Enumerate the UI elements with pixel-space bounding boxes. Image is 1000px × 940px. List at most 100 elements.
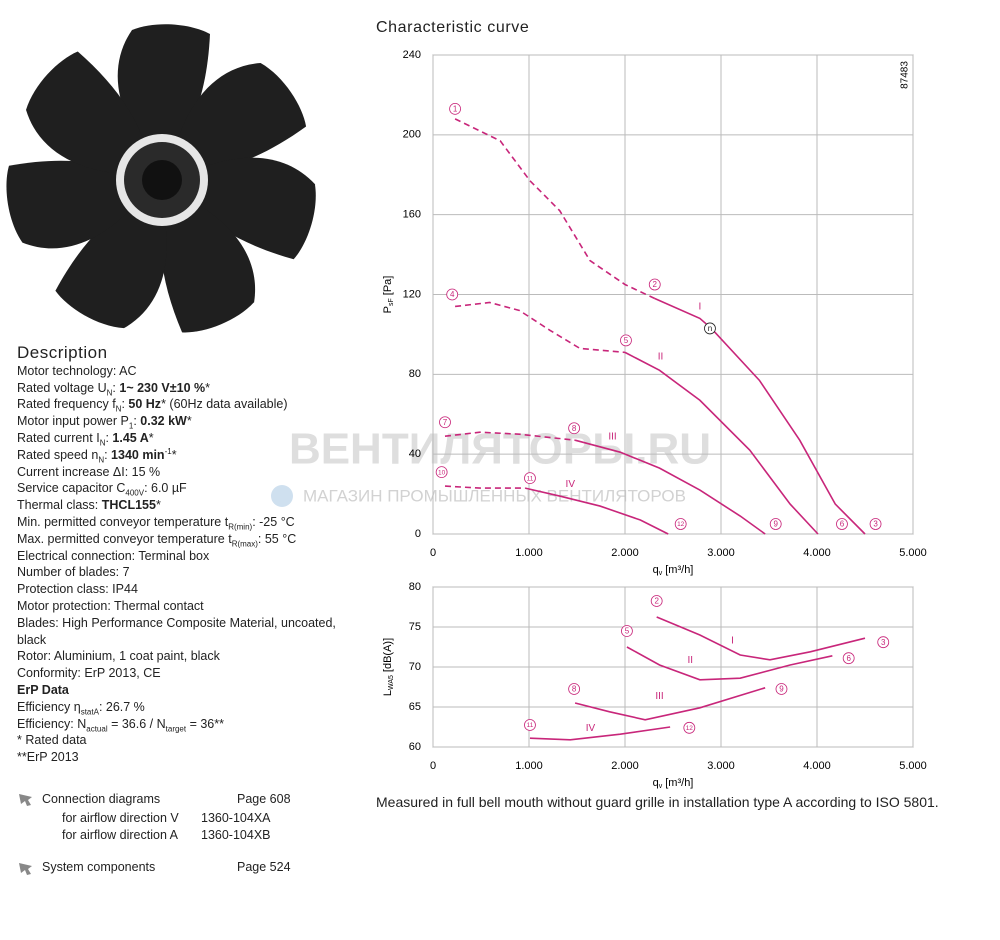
label-sub: v bbox=[659, 570, 663, 577]
annotation-text: 4 bbox=[450, 290, 455, 299]
annotation: 11 bbox=[524, 472, 536, 485]
description-line: Max. permitted conveyor temperature tR(m… bbox=[17, 531, 362, 548]
description-line: Rated current IN: 1.45 A* bbox=[17, 430, 362, 447]
description-line: Protection class: IP44 bbox=[17, 581, 362, 598]
annotation-text: 12 bbox=[677, 521, 685, 528]
annotation-circle bbox=[446, 288, 459, 301]
fan-rotor bbox=[142, 160, 182, 200]
text: : bbox=[105, 430, 113, 445]
text: : bbox=[121, 397, 129, 412]
description-line: Conformity: ErP 2013, CE bbox=[17, 665, 362, 682]
annotation-text: n bbox=[708, 324, 712, 333]
y-tick-label: 65 bbox=[409, 701, 421, 713]
text: Rated speed n bbox=[17, 447, 99, 462]
text: : 55 °C bbox=[257, 531, 297, 546]
caption: Measured in full bell mouth without guar… bbox=[376, 794, 939, 810]
subscript: target bbox=[165, 724, 187, 734]
bold-text: 1340 min bbox=[111, 447, 165, 462]
annotation-text: III bbox=[608, 431, 616, 442]
description: Description Motor technology: AC Rated vo… bbox=[17, 343, 362, 766]
y-axis-label: PsF [Pa] bbox=[382, 276, 395, 314]
annotation-circle bbox=[568, 422, 581, 435]
curve bbox=[444, 485, 526, 489]
subscript: actual bbox=[86, 724, 108, 734]
y-tick-label: 200 bbox=[403, 129, 421, 141]
description-line: * Rated data bbox=[17, 732, 362, 749]
text: Thermal class: bbox=[17, 498, 102, 513]
link-page[interactable]: Page 608 bbox=[237, 792, 291, 806]
annotation: IV bbox=[586, 723, 596, 734]
annotation-circle bbox=[683, 721, 696, 734]
description-line: Motor input power P1: 0.32 kW* bbox=[17, 413, 362, 430]
label-unit: [m³/h] bbox=[665, 777, 693, 789]
x-tick-label: 0 bbox=[430, 760, 436, 772]
annotation-circle bbox=[568, 683, 581, 695]
annotation-text: 2 bbox=[654, 597, 659, 606]
annotation-text: II bbox=[658, 352, 664, 363]
y-tick-label: 40 bbox=[409, 448, 421, 460]
annotation-text: 5 bbox=[625, 627, 630, 636]
annotation-circle bbox=[648, 278, 661, 291]
link-label[interactable]: System components bbox=[42, 860, 156, 874]
annotation: I bbox=[698, 302, 701, 313]
annotation-circle bbox=[439, 416, 451, 429]
bold-text: 0.32 kW bbox=[140, 414, 187, 429]
label-sub: sF bbox=[388, 298, 395, 306]
text: Protection class: IP44 bbox=[17, 582, 138, 597]
x-tick-label: 5.000 bbox=[899, 760, 927, 772]
description-line: Thermal class: THCL155* bbox=[17, 497, 362, 514]
y-tick-label: 160 bbox=[403, 209, 421, 221]
y-tick-label: 80 bbox=[409, 581, 421, 593]
description-title: Description bbox=[17, 343, 108, 362]
annotation-text: 6 bbox=[840, 520, 845, 529]
bold-text: 1.45 A bbox=[112, 430, 149, 445]
text: : -25 °C bbox=[252, 514, 295, 529]
label-unit: [m³/h] bbox=[665, 564, 693, 576]
bold-text: 1~ 230 V±10 % bbox=[119, 380, 206, 395]
watermark-icon bbox=[271, 485, 293, 507]
x-tick-label: 1.000 bbox=[515, 547, 543, 559]
annotation: 6 bbox=[842, 652, 855, 665]
chart-title: Characteristic curve bbox=[376, 19, 530, 36]
text: : bbox=[133, 414, 141, 429]
description-line: ErP Data bbox=[17, 682, 362, 699]
subscript: statA bbox=[80, 707, 99, 717]
text: * bbox=[205, 380, 210, 395]
subscript: R(min) bbox=[228, 522, 253, 532]
annotation: 9 bbox=[769, 518, 782, 530]
chart: 0 1.000 2.000 3.000 4.000 5.000 0 40 80 120 160 200… bbox=[382, 49, 927, 577]
annotation-text: 5 bbox=[624, 336, 629, 345]
annotation-text: I bbox=[731, 636, 734, 647]
annotation-circle bbox=[836, 518, 848, 530]
annotation-text: 10 bbox=[438, 469, 446, 476]
text: * (60Hz data available) bbox=[161, 397, 288, 412]
annotation-circle bbox=[650, 595, 663, 607]
annotation-circle bbox=[621, 625, 633, 637]
annotation-text: 3 bbox=[873, 520, 878, 529]
label-main: q bbox=[653, 777, 659, 789]
annotation-text: 11 bbox=[527, 722, 534, 729]
label-unit: [Pa] bbox=[382, 276, 394, 296]
description-line: Current increase ΔI: 15 % bbox=[17, 464, 362, 481]
link-page[interactable]: Page 524 bbox=[237, 860, 291, 874]
link-row-code: 1360-104XB bbox=[201, 828, 271, 842]
annotation-circle bbox=[877, 636, 890, 649]
description-line: Rated voltage UN: 1~ 230 V±10 %* bbox=[17, 380, 362, 397]
curve bbox=[454, 301, 626, 354]
text: Electrical connection: Terminal box bbox=[17, 548, 210, 563]
link-row-code: 1360-104XA bbox=[201, 811, 271, 825]
y-tick-label: 60 bbox=[409, 741, 421, 753]
annotation: 7 bbox=[439, 416, 451, 429]
annotation-circle bbox=[842, 652, 855, 665]
description-line: Blades: High Performance Composite Mater… bbox=[17, 615, 362, 649]
x-tick-label: 0 bbox=[430, 547, 436, 559]
description-lines: Motor technology: AC Rated voltage UN: 1~… bbox=[17, 363, 362, 766]
annotation-text: 6 bbox=[846, 654, 851, 663]
x-tick-label: 5.000 bbox=[899, 547, 927, 559]
annotation-text: 1 bbox=[453, 104, 458, 113]
text: Motor protection: Thermal contact bbox=[17, 598, 204, 613]
link-label[interactable]: Connection diagrams bbox=[42, 792, 161, 806]
text: Rated frequency f bbox=[17, 397, 116, 412]
subscript: N bbox=[115, 404, 122, 414]
x-tick-label: 1.000 bbox=[515, 760, 543, 772]
